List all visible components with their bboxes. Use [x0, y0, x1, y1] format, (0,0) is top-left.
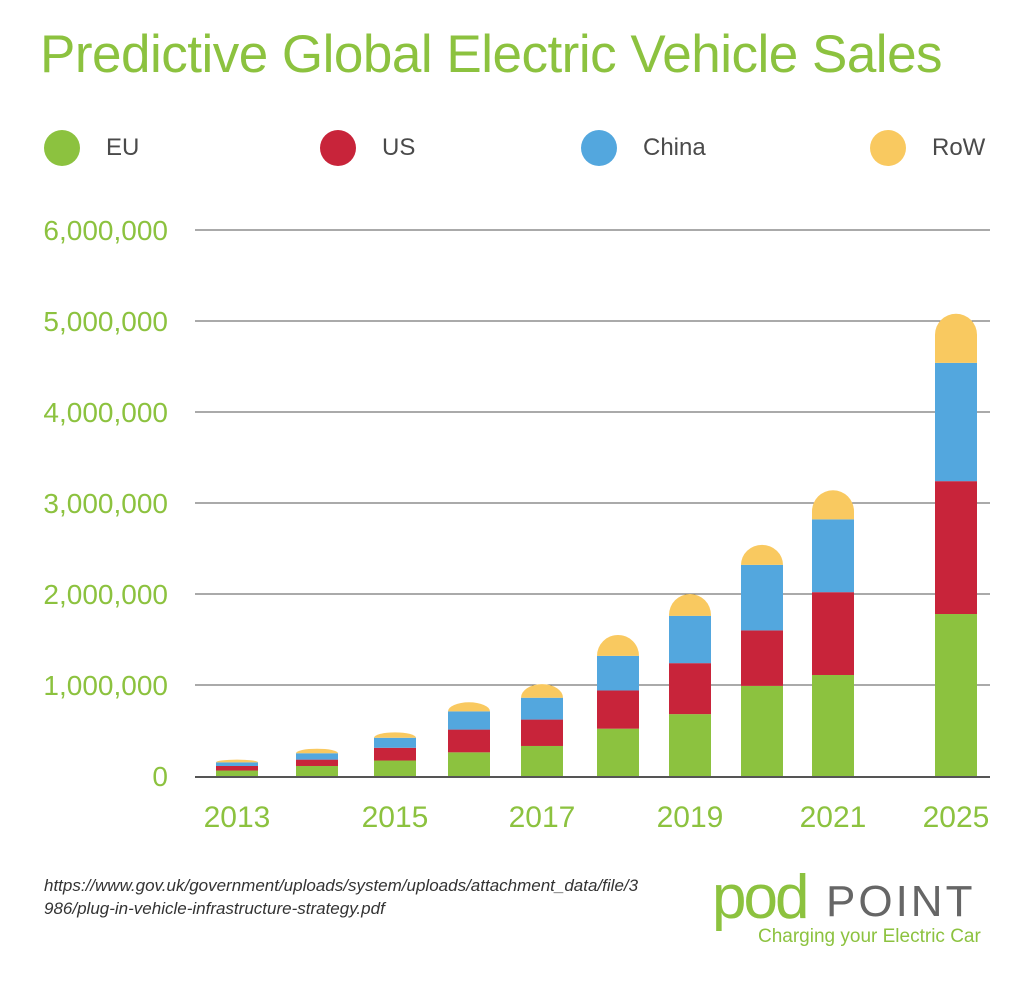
bar-segment-row — [741, 544, 783, 565]
legend-swatch-row — [870, 130, 906, 166]
bar-segment-china — [374, 737, 416, 748]
bar-segment-row — [597, 634, 639, 656]
bar-segment-eu — [296, 765, 338, 776]
bar-segment-eu — [935, 614, 977, 776]
bar-segment-us — [812, 592, 854, 675]
x-tick-label: 2021 — [800, 801, 867, 834]
bar-segment-row — [296, 748, 338, 754]
legend-swatch-china — [581, 130, 617, 166]
stacked-bar-chart: 6,000,000 5,000,000 4,000,000 3,000,000 2,00… — [43, 215, 990, 834]
legend-swatch-us — [320, 130, 356, 166]
bar-segment-us — [597, 690, 639, 729]
logo-tagline: Charging your Electric Car — [758, 926, 981, 947]
y-tick-label: 4,000,000 — [43, 397, 168, 428]
chart-legend: EU US China RoW — [44, 128, 1004, 168]
bar-segment-row — [216, 759, 258, 763]
y-tick-label: 2,000,000 — [43, 579, 168, 610]
x-tick-label: 2019 — [657, 801, 724, 834]
y-tick-label: 5,000,000 — [43, 306, 168, 337]
legend-swatch-eu — [44, 130, 80, 166]
source-citation: https://www.gov.uk/government/uploads/sy… — [44, 876, 639, 918]
legend-item-us: US — [320, 128, 415, 168]
legend-label-us: US — [382, 134, 416, 161]
y-tick-label: 0 — [152, 761, 168, 792]
bar-segment-china — [741, 564, 783, 631]
bar-segment-eu — [374, 760, 416, 776]
legend-item-row: RoW — [870, 128, 985, 168]
logo-pod-text: pod — [712, 863, 809, 932]
bar-segment-eu — [597, 728, 639, 776]
bar-segment-row — [374, 732, 416, 738]
bar-segment-eu — [669, 714, 711, 776]
bar-segment-eu — [448, 752, 490, 776]
bar-segment-us — [374, 747, 416, 761]
x-tick-label: 2017 — [509, 801, 576, 834]
legend-label-row: RoW — [932, 134, 986, 161]
legend-item-china: China — [581, 128, 706, 168]
bar-segment-china — [812, 519, 854, 593]
bar-segment-china — [448, 711, 490, 730]
bar-segment-china — [216, 762, 258, 766]
logo-point-text: POINT — [826, 877, 976, 926]
bar-segment-us — [521, 719, 563, 746]
bar-segment-china — [669, 615, 711, 664]
bar-segment-china — [296, 753, 338, 760]
x-tick-label: 2013 — [204, 801, 271, 834]
bar-segment-row — [812, 490, 854, 520]
bar-segment-china — [597, 655, 639, 691]
bar-segment-us — [935, 481, 977, 615]
x-tick-label: 2025 — [923, 801, 990, 834]
bar-segment-us — [741, 630, 783, 686]
bar-segment-row — [669, 594, 711, 616]
bar-segment-china — [935, 362, 977, 482]
bar-segment-eu — [812, 674, 854, 776]
bar-segment-row — [521, 684, 563, 698]
legend-label-eu: EU — [106, 134, 140, 161]
bar-segment-china — [521, 697, 563, 720]
bar-segment-us — [216, 765, 258, 771]
legend-item-eu: EU — [44, 128, 139, 168]
bar-segment-us — [296, 759, 338, 766]
pod-point-logo: pod POINT Charging your Electric Car — [706, 862, 1006, 962]
bar-segment-us — [669, 663, 711, 715]
y-tick-label: 1,000,000 — [43, 670, 168, 701]
bar-segment-eu — [741, 685, 783, 776]
bar-segment-eu — [216, 770, 258, 776]
bar-segment-us — [448, 729, 490, 753]
chart-title: Predictive Global Electric Vehicle Sales — [40, 25, 943, 84]
bar-segment-row — [935, 313, 977, 363]
y-tick-label: 3,000,000 — [43, 488, 168, 519]
bar-segment-eu — [521, 745, 563, 776]
bar-segment-row — [448, 702, 490, 712]
y-tick-label: 6,000,000 — [43, 215, 168, 246]
x-tick-label: 2015 — [362, 801, 429, 834]
legend-label-china: China — [643, 134, 706, 161]
